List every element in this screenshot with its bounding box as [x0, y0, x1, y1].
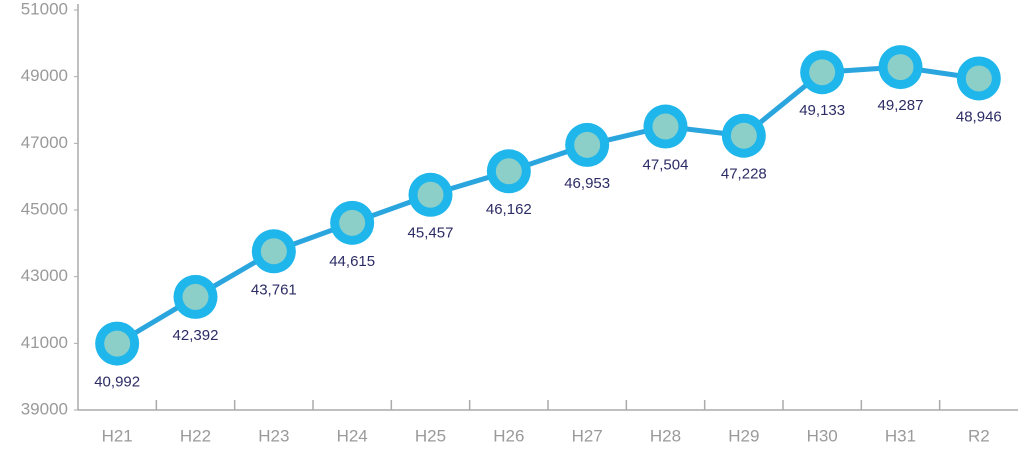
data-label: 47,228 [721, 166, 767, 183]
x-tick-label: R2 [968, 426, 990, 445]
data-label: 42,392 [173, 327, 219, 344]
x-tick-label: H25 [415, 426, 446, 445]
x-tick-label: H24 [337, 426, 368, 445]
data-label: 45,457 [408, 225, 454, 242]
y-tick-label: 39000 [21, 399, 68, 418]
data-label: 44,615 [329, 253, 375, 270]
x-tick-label: H22 [180, 426, 211, 445]
series-line [115, 64, 980, 346]
x-tick-label: H21 [102, 426, 133, 445]
x-tick-label: H27 [572, 426, 603, 445]
point-core [495, 158, 522, 185]
x-tick-label: H28 [650, 426, 681, 445]
point-core [652, 113, 679, 140]
data-label: 49,133 [799, 102, 845, 119]
point-core [574, 131, 601, 158]
point-core [104, 330, 131, 357]
y-tick-label: 51000 [21, 0, 68, 18]
y-tick-label: 47000 [21, 133, 68, 152]
point-core [809, 59, 836, 86]
data-label: 49,287 [878, 97, 924, 114]
point-core [417, 181, 444, 208]
data-label: 48,946 [956, 108, 1002, 125]
y-tick-label: 43000 [21, 266, 68, 285]
data-label: 46,162 [486, 201, 532, 218]
point-core [965, 65, 992, 92]
x-tick-label: H29 [728, 426, 759, 445]
y-tick-label: 45000 [21, 199, 68, 218]
point-core [887, 54, 914, 81]
point-core [182, 283, 209, 310]
x-tick-label: H23 [258, 426, 289, 445]
x-tick-label: H30 [807, 426, 838, 445]
data-label: 40,992 [94, 374, 140, 391]
data-label: 46,953 [564, 175, 610, 192]
y-tick-label: 49000 [21, 66, 68, 85]
point-core [339, 209, 366, 236]
data-label: 47,504 [643, 157, 689, 174]
point-core [730, 122, 757, 149]
data-label: 43,761 [251, 281, 297, 298]
x-tick-label: H26 [493, 426, 524, 445]
y-tick-label: 41000 [21, 333, 68, 352]
point-core [260, 238, 287, 265]
x-tick-label: H31 [885, 426, 916, 445]
